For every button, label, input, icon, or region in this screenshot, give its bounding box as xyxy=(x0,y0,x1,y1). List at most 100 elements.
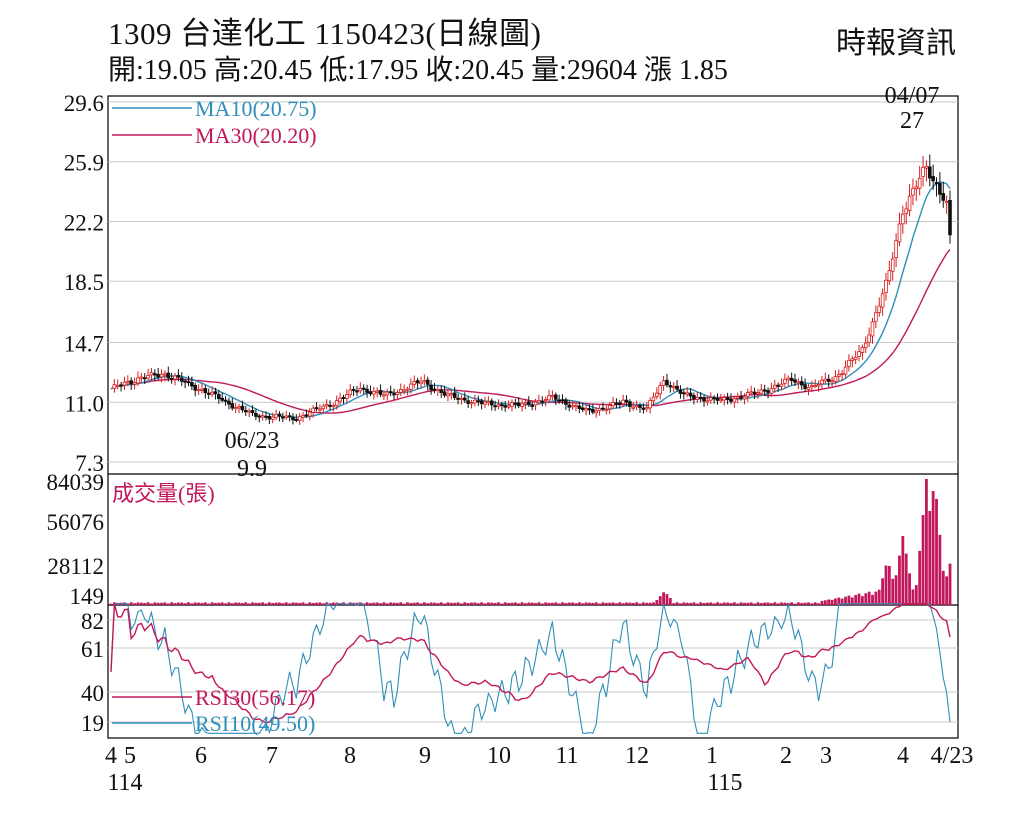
volume-bar xyxy=(931,491,935,605)
candle-body xyxy=(388,391,393,394)
candle-body xyxy=(419,381,423,385)
volume-bar xyxy=(466,603,470,605)
volume-bar xyxy=(439,602,443,605)
volume-bar xyxy=(143,603,147,605)
candle-body xyxy=(527,401,531,406)
volume-tick-label: 56076 xyxy=(47,510,105,535)
volume-bar xyxy=(840,598,844,605)
candle-body xyxy=(351,388,356,391)
volume-bar xyxy=(241,603,244,605)
candle-body xyxy=(227,400,231,405)
candle-body xyxy=(746,392,750,397)
chart-title: 1309 台達化工 1150423(日線圖) xyxy=(108,16,542,51)
rsi-legend-label: RSI10(49.50) xyxy=(195,711,315,736)
volume-bar xyxy=(604,602,608,605)
candle-body xyxy=(186,381,191,384)
volume-bar xyxy=(898,555,901,605)
volume-bar xyxy=(449,602,453,605)
candle-body xyxy=(708,397,713,401)
volume-bar xyxy=(658,596,662,605)
plot-border xyxy=(107,95,959,739)
volume-bar xyxy=(729,603,733,605)
candle-body xyxy=(614,402,619,405)
volume-bar xyxy=(274,602,278,605)
volume-bar xyxy=(200,602,204,605)
candle-body xyxy=(530,404,534,407)
candle-body xyxy=(911,188,915,196)
volume-bar xyxy=(176,602,180,605)
volume-bar xyxy=(884,565,888,605)
volume-bar xyxy=(365,602,369,605)
volume-bar xyxy=(726,602,730,605)
x-month-label: 11 xyxy=(555,743,578,769)
volume-bar xyxy=(810,603,814,605)
candle-body xyxy=(274,414,278,418)
candle-body xyxy=(378,390,383,395)
candle-body xyxy=(119,384,123,387)
candle-body xyxy=(270,416,275,420)
volume-bar xyxy=(689,602,692,605)
volume-tick-label: 84039 xyxy=(47,470,105,495)
volume-bar xyxy=(497,602,500,605)
candle-body xyxy=(500,404,504,407)
candle-body xyxy=(607,405,612,410)
volume-bar xyxy=(618,602,622,605)
candle-body xyxy=(233,407,238,410)
volume-bar xyxy=(716,602,719,605)
volume-bar xyxy=(571,602,575,605)
x-month-label: 9 xyxy=(419,743,431,769)
candle-body xyxy=(591,408,595,413)
candle-body xyxy=(722,397,727,401)
candle-body xyxy=(486,401,491,404)
candle-body xyxy=(243,409,248,413)
candle-body xyxy=(307,411,312,417)
candle-body xyxy=(823,378,828,382)
rsi-lines xyxy=(110,603,951,735)
candle-body xyxy=(415,380,420,384)
volume-bar xyxy=(153,602,157,605)
candle-body xyxy=(553,394,558,400)
volume-bar xyxy=(830,599,834,605)
volume-bar xyxy=(790,602,794,605)
rsi10-polyline xyxy=(110,603,951,735)
candle-body xyxy=(129,380,134,385)
volume-bar xyxy=(470,602,473,605)
candle-body xyxy=(675,385,679,390)
volume-bar xyxy=(372,602,376,605)
volume-bar xyxy=(860,596,864,605)
candle-body xyxy=(311,407,315,413)
volume-bar xyxy=(480,602,484,605)
volume-bar xyxy=(133,603,136,605)
volume-bar xyxy=(763,602,767,605)
volume-bar xyxy=(537,602,541,605)
candle-body xyxy=(799,381,804,386)
candle-body xyxy=(513,402,518,405)
candle-body xyxy=(166,372,171,379)
candle-body xyxy=(617,402,622,405)
volume-bar xyxy=(854,594,858,605)
candle-body xyxy=(631,406,636,409)
x-year-label: 115 xyxy=(707,770,742,796)
candle-body xyxy=(297,416,302,421)
volume-bar xyxy=(770,603,773,605)
volume-bar xyxy=(628,602,632,605)
candle-body xyxy=(473,399,477,404)
candle-body xyxy=(314,407,319,410)
volume-bar xyxy=(298,602,302,605)
candle-body xyxy=(752,391,757,395)
volume-bar xyxy=(207,603,211,605)
candle-body xyxy=(132,382,137,385)
volume-bar xyxy=(129,602,133,605)
volume-bar xyxy=(908,573,911,605)
candle-body xyxy=(318,408,322,411)
volume-bar xyxy=(800,602,804,605)
volume-bar xyxy=(190,603,194,605)
candle-body xyxy=(334,400,339,407)
candle-body xyxy=(634,405,639,408)
volume-bar xyxy=(237,602,241,605)
candle-body xyxy=(742,396,747,400)
candle-body xyxy=(725,397,730,401)
volume-bar xyxy=(534,603,537,605)
volume-bar xyxy=(500,603,504,605)
